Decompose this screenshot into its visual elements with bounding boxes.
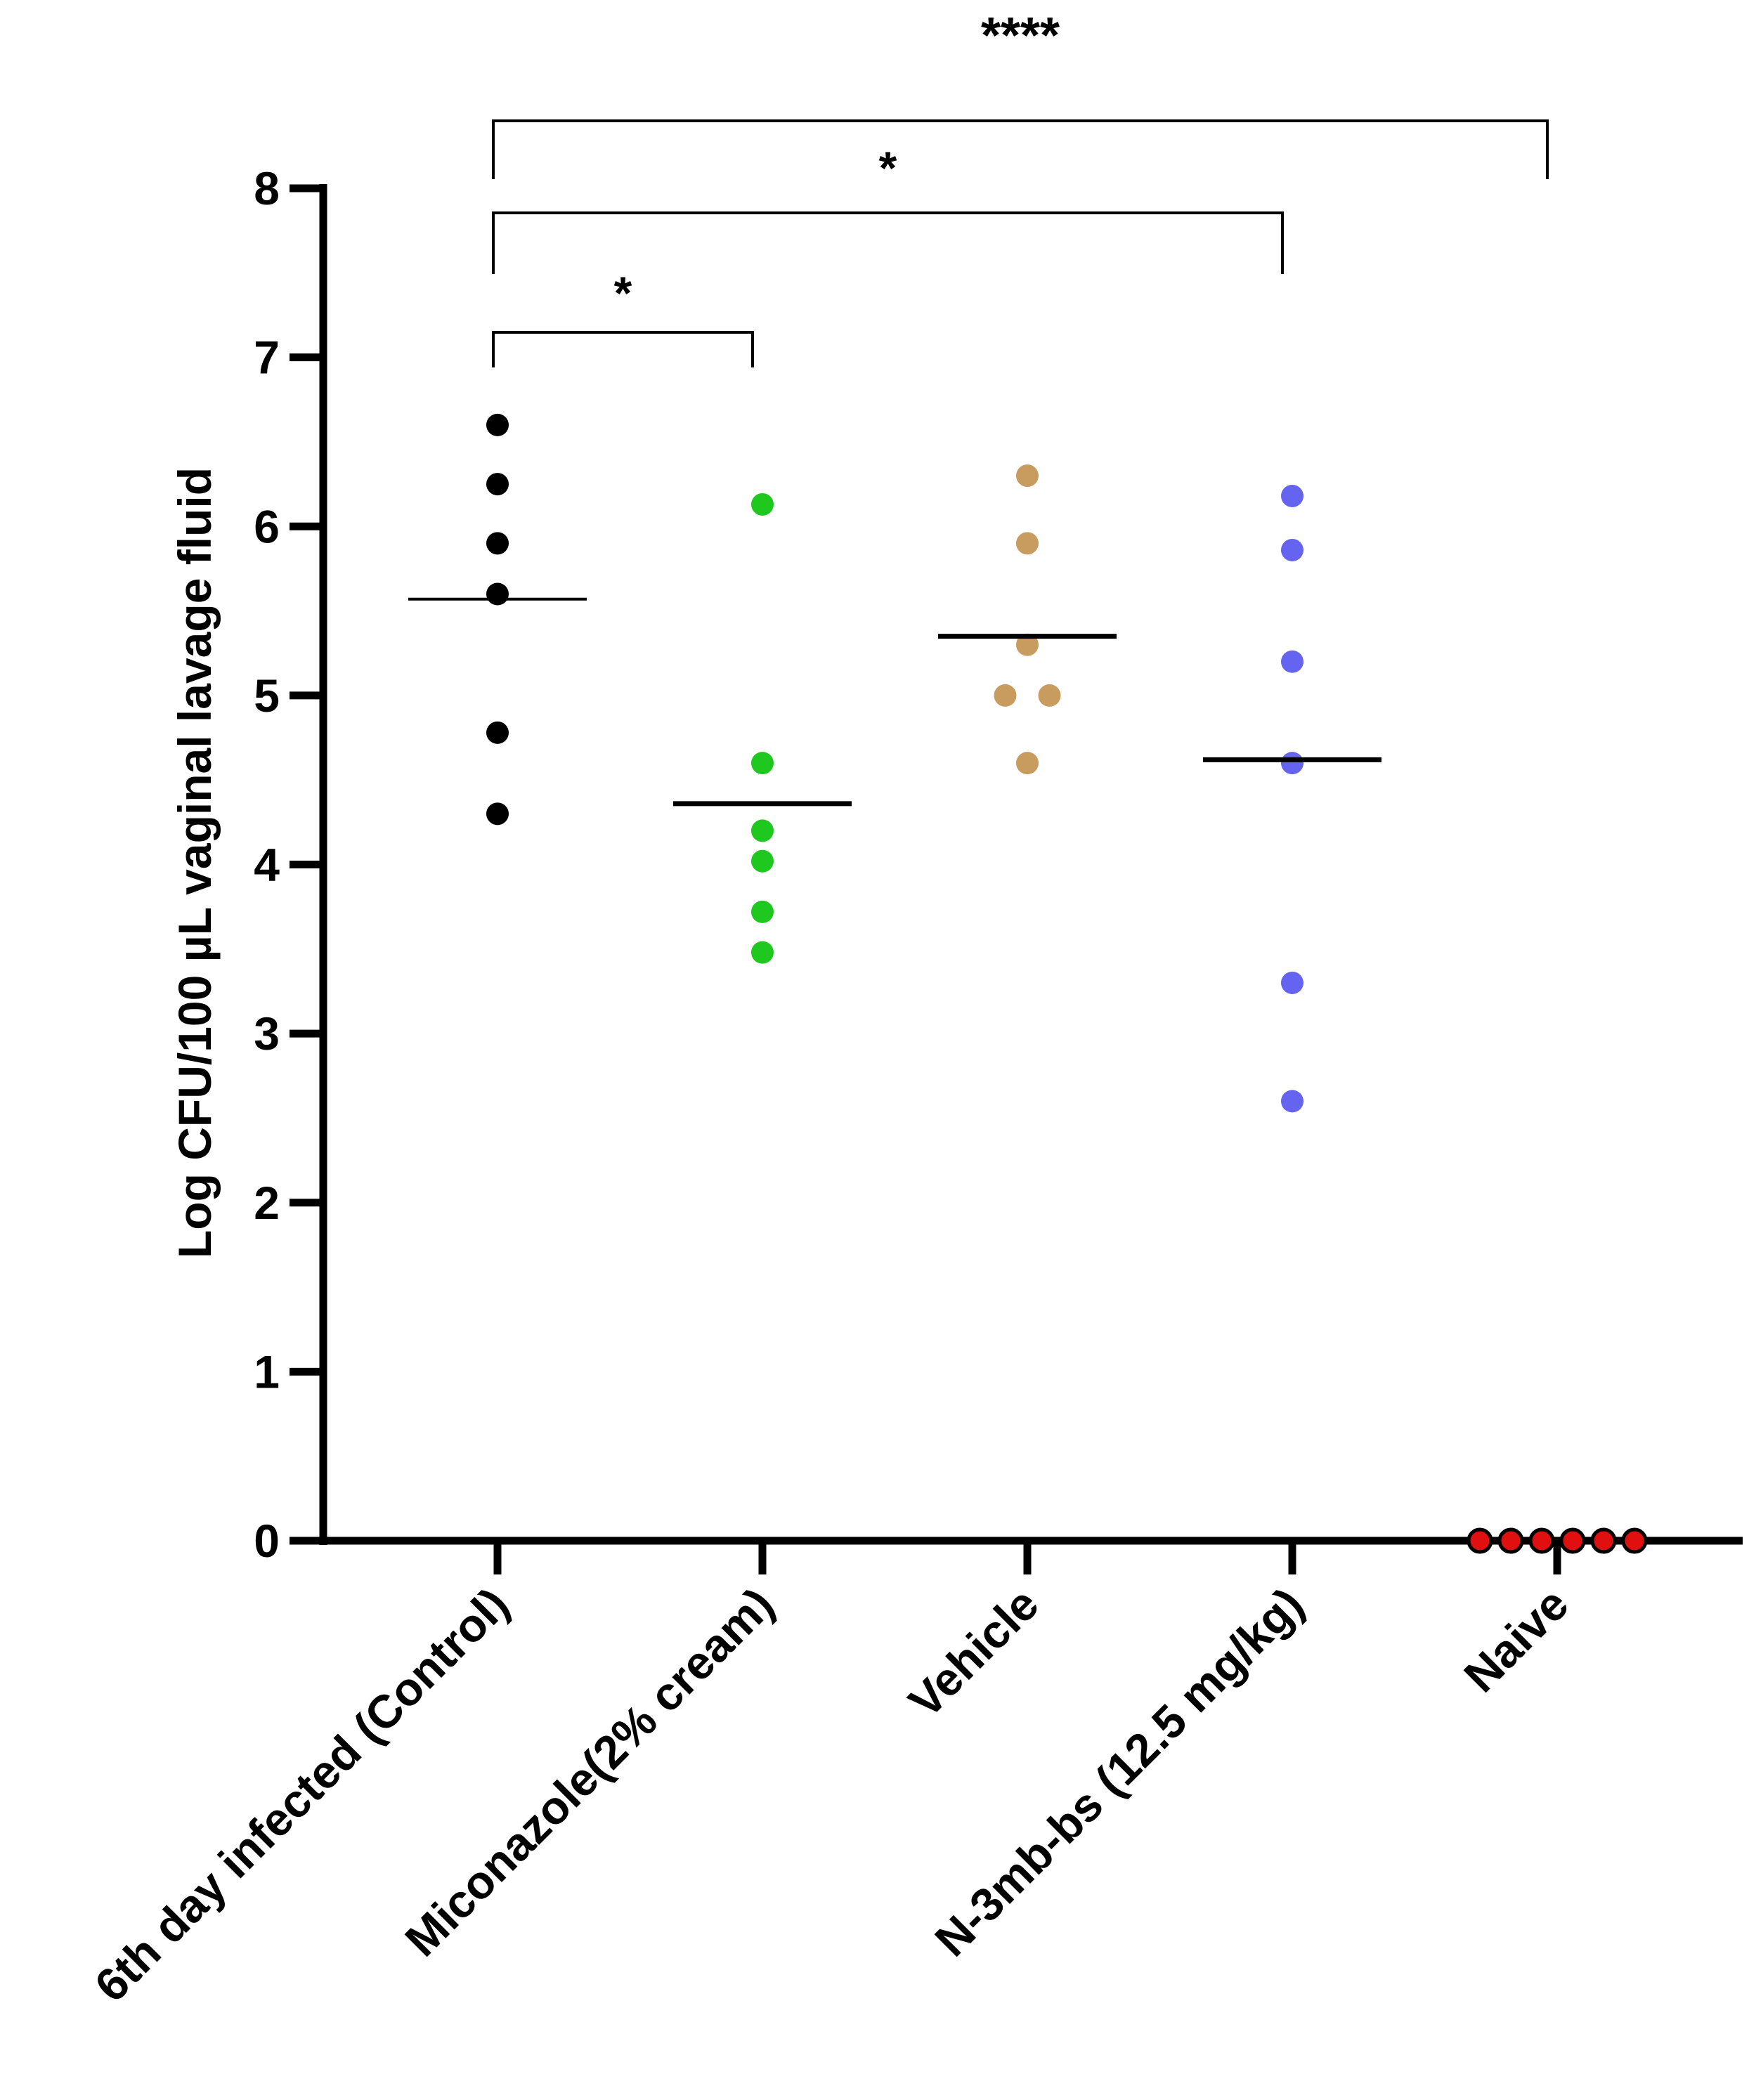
y-tick-label: 0 xyxy=(254,1515,280,1567)
data-point xyxy=(751,900,774,923)
data-point xyxy=(994,684,1017,707)
y-tick-label: 5 xyxy=(254,670,280,722)
data-point xyxy=(751,941,774,964)
y-tick-label: 7 xyxy=(254,332,280,384)
data-point xyxy=(751,849,774,873)
data-point xyxy=(1016,633,1039,656)
significance-label: * xyxy=(879,142,897,194)
significance-label: **** xyxy=(981,8,1060,64)
data-point xyxy=(486,802,509,826)
significance-bracket xyxy=(492,331,754,367)
data-point xyxy=(1281,650,1303,673)
data-point xyxy=(1497,1527,1524,1554)
x-tick-label: Naive xyxy=(1454,1578,1578,1702)
data-point xyxy=(486,721,509,744)
data-point xyxy=(1281,538,1303,561)
data-point xyxy=(1467,1527,1493,1554)
data-point xyxy=(1281,1090,1303,1113)
x-tick-label: Vehicle xyxy=(899,1578,1048,1728)
data-point xyxy=(1528,1527,1555,1554)
y-tick-label: 3 xyxy=(254,1007,280,1059)
data-point xyxy=(486,413,509,436)
x-tick-label: 6th day infected (Control) xyxy=(84,1578,519,2012)
data-point xyxy=(1016,532,1039,555)
significance-bracket xyxy=(492,119,1549,179)
data-point xyxy=(751,493,774,516)
data-point xyxy=(751,819,774,842)
significance-bracket xyxy=(492,211,1284,274)
data-point xyxy=(486,582,509,606)
data-point xyxy=(1016,752,1039,775)
significance-label: * xyxy=(614,267,632,319)
data-point xyxy=(1281,971,1303,994)
data-point xyxy=(1281,752,1303,775)
data-point xyxy=(1590,1527,1617,1554)
data-point xyxy=(1559,1527,1586,1554)
data-point xyxy=(1621,1527,1648,1554)
data-point xyxy=(486,532,509,555)
y-tick-label: 2 xyxy=(254,1177,280,1229)
data-point xyxy=(1016,464,1039,488)
y-tick-label: 4 xyxy=(254,839,280,891)
data-point xyxy=(1281,484,1303,507)
y-tick-label: 6 xyxy=(254,500,280,552)
data-point xyxy=(1038,684,1061,707)
data-point xyxy=(486,473,509,496)
y-tick-label: 8 xyxy=(254,162,280,214)
y-tick-label: 1 xyxy=(254,1345,280,1397)
data-point xyxy=(751,752,774,775)
y-axis-label: Log CFU/100 µL vaginal lavage fluid xyxy=(169,467,221,1258)
